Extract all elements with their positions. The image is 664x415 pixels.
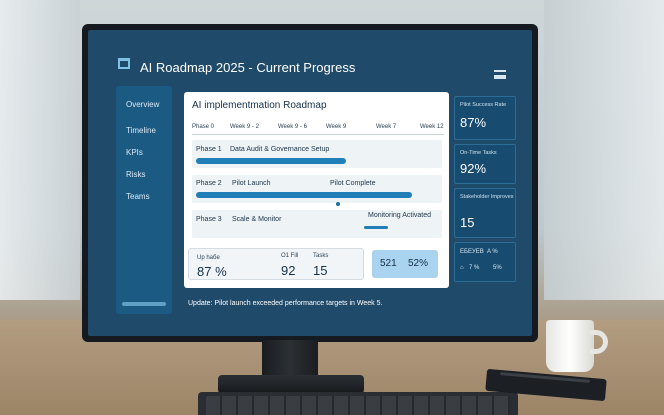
phase-2-progress-bar[interactable] <box>196 192 412 198</box>
keyboard <box>198 392 518 415</box>
kpi-card-stakeholder[interactable]: Stakeholder Improves 15 <box>454 188 516 238</box>
roadmap-title: AI implementmation Roadmap <box>192 100 327 111</box>
monitor-base <box>218 375 364 397</box>
phase-2-desc: Pilot Launch <box>232 180 271 187</box>
week-header: Week 12 <box>420 124 444 130</box>
monitor: AI Roadmap 2025 - Current Progress Overv… <box>82 24 538 342</box>
sidebar-item-overview[interactable]: Overview <box>126 100 160 109</box>
timeline-divider <box>192 134 444 135</box>
kpi-card-pilot-success[interactable]: Pilot Success Rate 87% <box>454 96 516 140</box>
week-header: Week 7 <box>376 124 397 130</box>
phase-1-desc: Data Audit & Governance Setup <box>230 146 330 153</box>
keyboard-keys <box>206 396 510 415</box>
highlight-card: 521 52% <box>372 250 438 278</box>
kpi-mini-a: A % <box>487 249 498 255</box>
phase-3-desc: Scale & Monitor <box>232 216 282 223</box>
week-header: Week 9 - 2 <box>230 124 259 130</box>
tasks-label: Tasks <box>313 253 329 259</box>
update-banner: Update: Pilot launch exceeded performanc… <box>188 300 383 307</box>
home-icon <box>118 58 130 69</box>
home-icon: ⌂ <box>460 265 464 271</box>
phase-1-label: Phase 1 <box>196 146 222 153</box>
pilot-value: 92 <box>281 263 296 278</box>
title-bar: AI Roadmap 2025 - Current Progress <box>88 30 532 102</box>
sidebar-item-teams[interactable]: Teams <box>126 192 150 201</box>
background-window-right <box>544 0 664 300</box>
screen: AI Roadmap 2025 - Current Progress Overv… <box>88 30 532 336</box>
highlight-value-a: 521 <box>380 258 397 269</box>
week-header: Week 9 - 6 <box>278 124 307 130</box>
stats-card: Up haбe 87 % O1 Fill 92 Tasks 15 <box>188 248 364 280</box>
kpi-card-mini[interactable]: ЕБЕУЕВ A % ⌂ 7 % 5% <box>454 242 516 282</box>
kpi-label: On-Time Tasks <box>460 150 497 156</box>
phase-3-milestone: Monitoring Activated <box>368 212 432 219</box>
phase-row <box>192 175 442 203</box>
kpi-value: 92% <box>460 161 487 176</box>
kpi-value: 15 <box>460 215 475 230</box>
uptime-value: 87 % <box>197 264 227 279</box>
week-header: Week 9 <box>326 124 347 130</box>
highlight-value-b: 52% <box>408 258 429 269</box>
kpi-label: Stakeholder Improves <box>460 194 514 200</box>
phase-2-label: Phase 2 <box>196 180 222 187</box>
phase-row <box>192 210 442 238</box>
week-header: Phase 0 <box>192 124 215 130</box>
kpi-label: Pilot Success Rate <box>460 102 507 108</box>
uptime-label: Up haбe <box>197 255 220 261</box>
background-window-left <box>0 0 80 300</box>
phase-3-progress-bar[interactable] <box>364 226 388 229</box>
tasks-value: 15 <box>313 263 328 278</box>
app-title: AI Roadmap 2025 - Current Progress <box>140 60 356 75</box>
kpi-card-on-time[interactable]: On-Time Tasks 92% <box>454 144 516 184</box>
coffee-mug <box>546 320 594 372</box>
monitor-stand <box>262 340 318 380</box>
pilot-label: O1 Fill <box>281 253 299 259</box>
phase-3-label: Phase 3 <box>196 216 222 223</box>
kpi-mini-label: ЕБЕУЕВ <box>460 249 484 255</box>
sidebar: Overview Timeline KPIs Risks Teams <box>116 86 172 314</box>
kpi-mini-c: 5% <box>493 265 502 271</box>
kpi-value: 87% <box>460 115 487 130</box>
phase-1-progress-bar[interactable] <box>196 158 346 164</box>
sidebar-item-risks[interactable]: Risks <box>126 170 146 179</box>
phase-2-milestone: Pilot Complete <box>330 180 376 187</box>
milestone-marker <box>336 202 340 206</box>
kpi-mini-b: 7 % <box>469 265 480 271</box>
sidebar-scrollbar[interactable] <box>122 302 166 306</box>
mug-handle <box>590 330 608 354</box>
sidebar-item-timeline[interactable]: Timeline <box>126 126 156 135</box>
sidebar-item-kpis[interactable]: KPIs <box>126 148 143 157</box>
menu-icon[interactable] <box>494 70 506 79</box>
